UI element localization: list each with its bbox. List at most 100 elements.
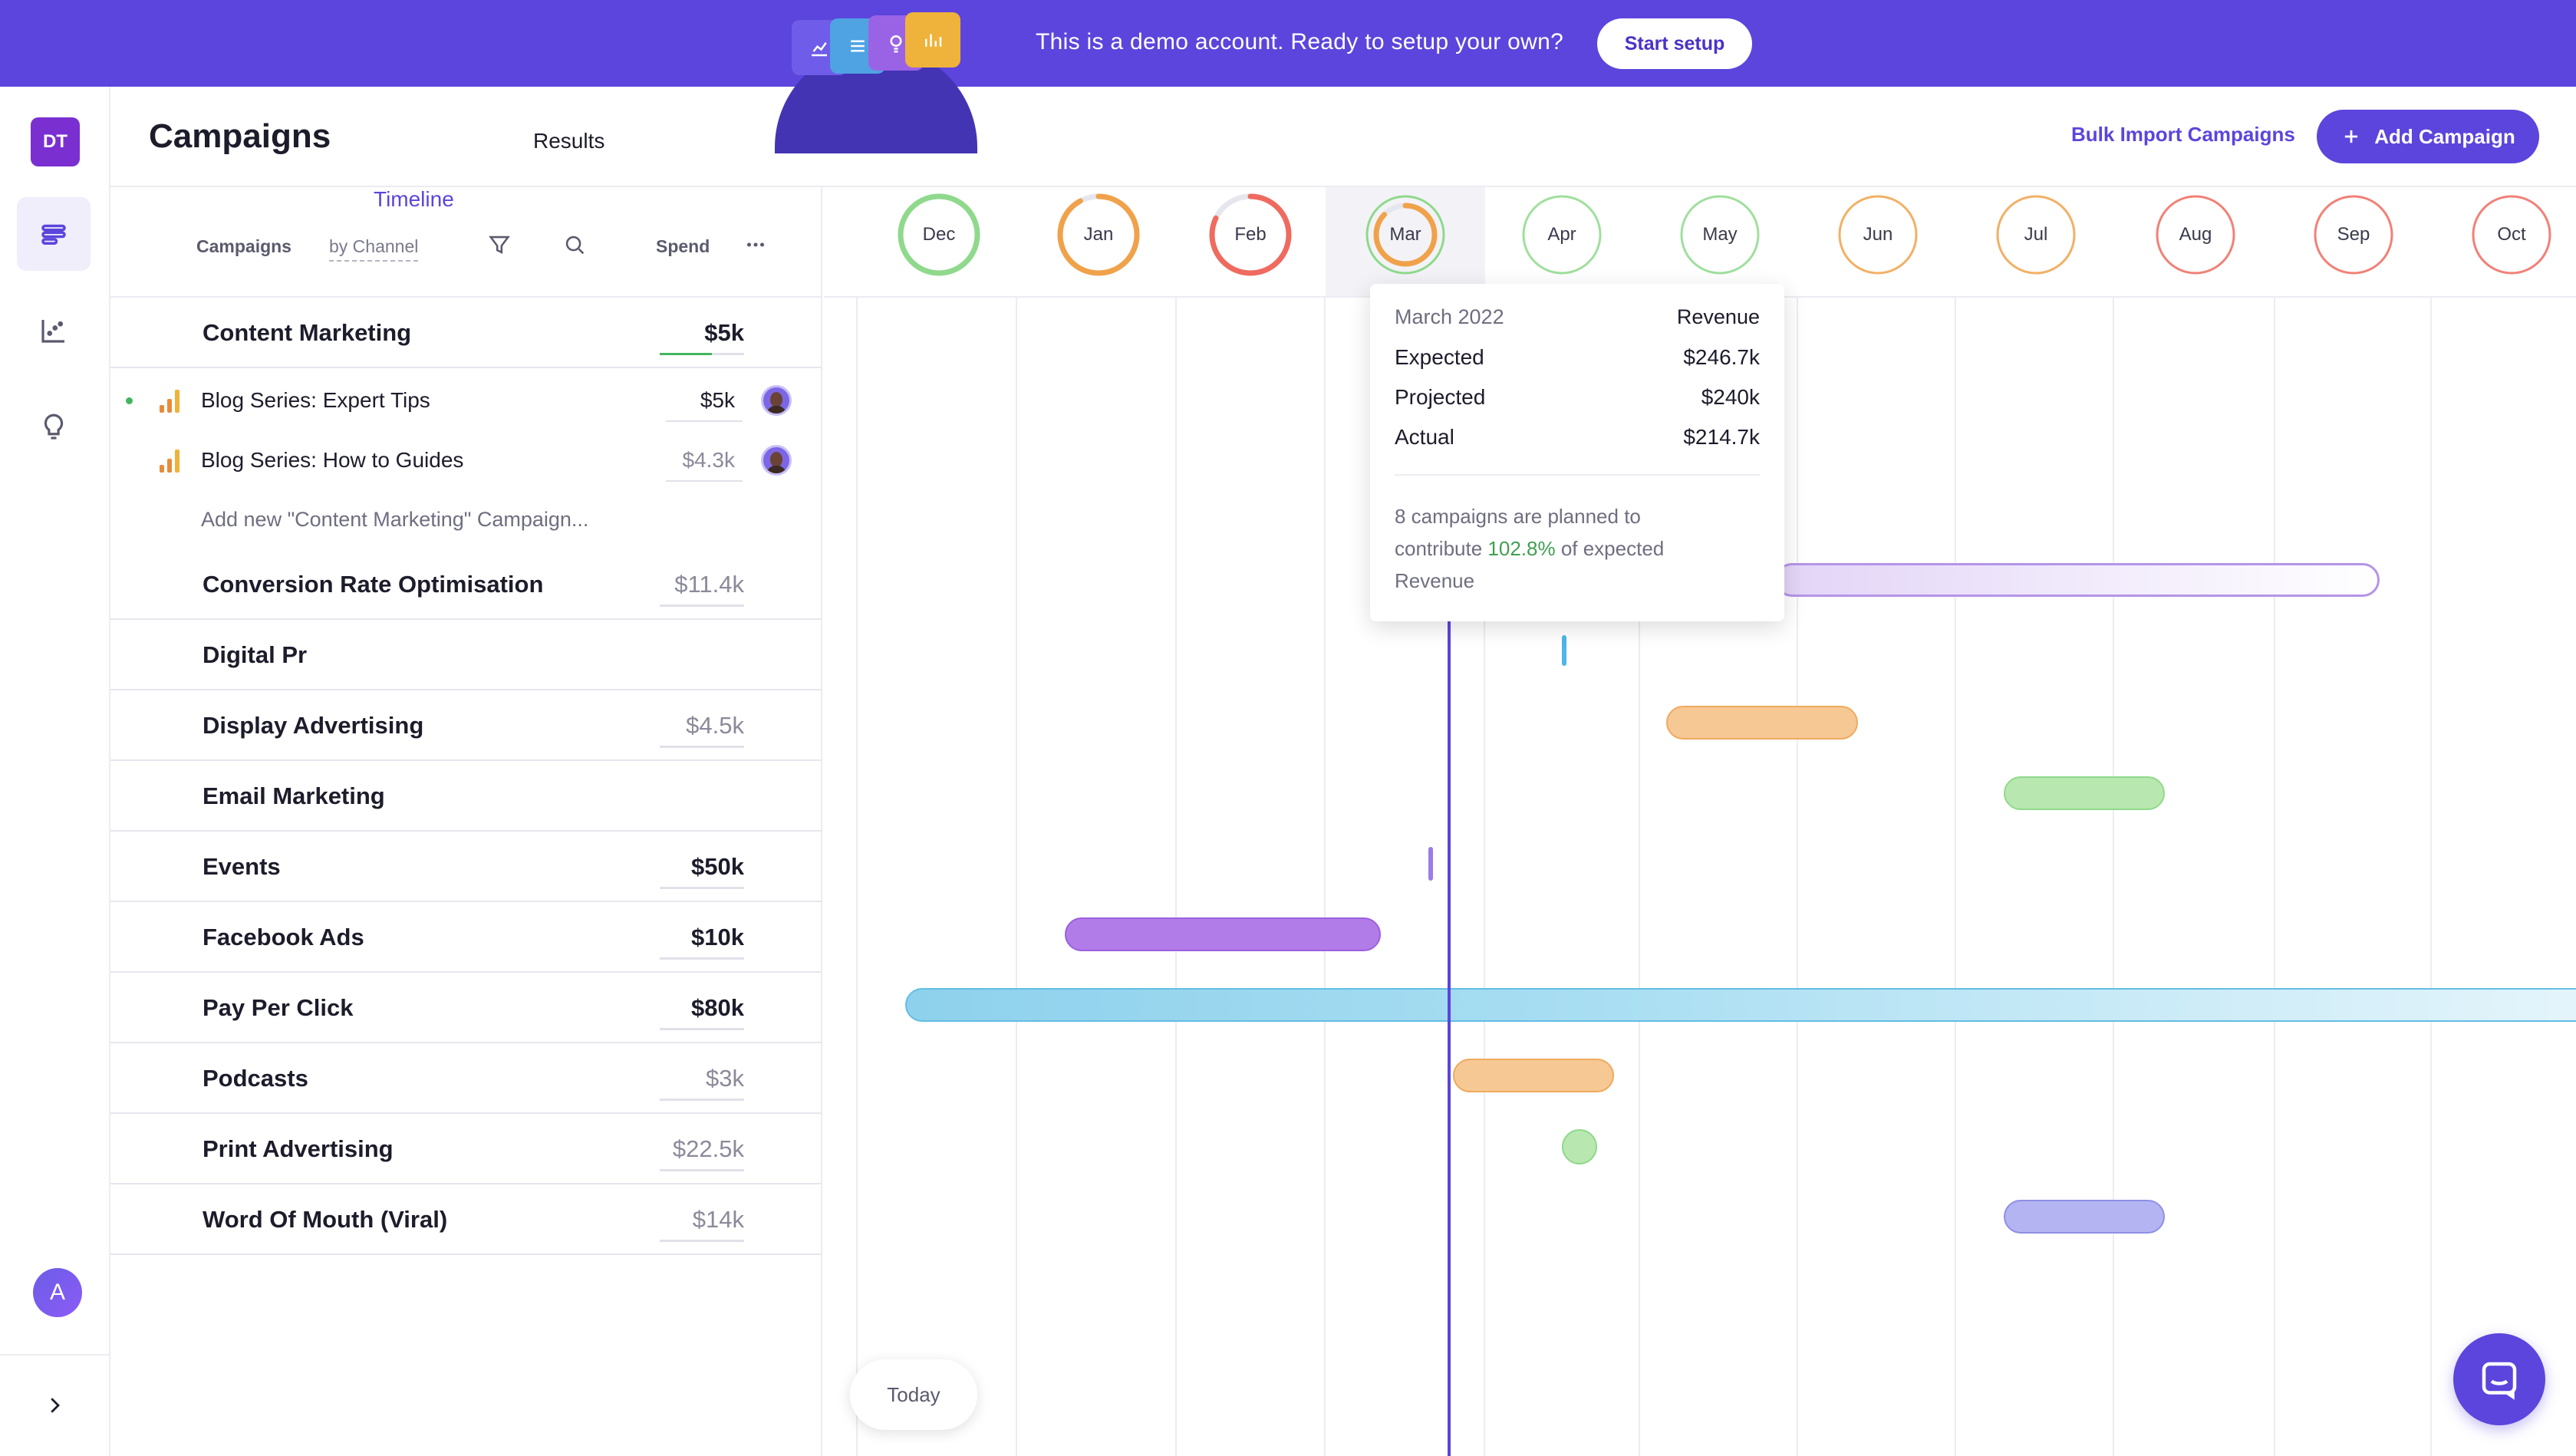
lightbulb-icon[interactable] (17, 390, 91, 464)
channel-spend: $50k (691, 853, 744, 880)
banner-feature-tiles (792, 12, 960, 78)
channel-row-print-advertising[interactable]: Print Advertising $22.5k (110, 1114, 821, 1184)
bulk-import-link[interactable]: Bulk Import Campaigns (2071, 123, 2295, 146)
campaign-bar-podcasts[interactable] (1453, 1059, 1614, 1092)
month-ring-jul[interactable]: Jul (1993, 192, 2079, 278)
campaign-bar-pay-per-click[interactable] (905, 988, 2576, 1022)
signal-bars-icon (160, 390, 180, 413)
active-indicator (126, 397, 133, 404)
analytics-icon[interactable] (17, 294, 91, 367)
channel-name: Podcasts (203, 1065, 308, 1092)
owner-avatar[interactable] (761, 445, 792, 476)
month-ring-jun[interactable]: Jun (1835, 192, 1921, 278)
month-label: May (1702, 224, 1738, 245)
page-title: Campaigns (149, 117, 331, 155)
today-marker-line (1448, 374, 1451, 1456)
spend-underline (660, 1028, 744, 1030)
note-text: of expected Revenue (1395, 537, 1665, 592)
channel-row-content-marketing[interactable]: Content Marketing $5k (110, 298, 821, 368)
demo-banner: This is a demo account. Ready to setup y… (0, 0, 2576, 153)
row-label: Projected (1395, 385, 1486, 409)
channel-row-podcasts[interactable]: Podcasts $3k (110, 1043, 821, 1114)
workspace-badge[interactable]: DT (31, 117, 80, 166)
more-options-icon[interactable] (743, 232, 773, 258)
campaign-bar-display-advertising[interactable] (1666, 706, 1858, 740)
spend-underline (660, 957, 744, 960)
channel-spend: $10k (691, 924, 744, 950)
campaign-row-how-to-guides[interactable]: Blog Series: How to Guides $4.3k (110, 430, 821, 489)
campaign-bar-events[interactable] (1428, 847, 1433, 881)
owner-avatar[interactable] (761, 385, 792, 416)
grid-line (2274, 298, 2275, 1456)
campaign-spend: $5k (700, 388, 735, 412)
bar-chart-icon (905, 12, 960, 68)
add-campaign-row[interactable]: Add new "Content Marketing" Campaign... (110, 489, 821, 549)
spend-column-label[interactable]: Spend (656, 236, 710, 256)
month-ring-dec[interactable]: Dec (896, 192, 982, 278)
group-by-channel-dropdown[interactable]: by Channel (329, 236, 419, 262)
campaign-name: Blog Series: How to Guides (201, 448, 464, 472)
row-value: $214.7k (1683, 425, 1760, 449)
tab-results[interactable]: Results (533, 129, 605, 153)
month-label: Mar (1389, 224, 1421, 245)
signal-bars-icon (160, 450, 180, 473)
channel-row-pay-per-click[interactable]: Pay Per Click $80k (110, 973, 821, 1043)
tab-timeline[interactable]: Timeline (374, 187, 454, 211)
channel-row-display-advertising[interactable]: Display Advertising $4.5k (110, 690, 821, 761)
campaign-row-expert-tips[interactable]: Blog Series: Expert Tips $5k (110, 370, 821, 430)
panel-header-divider (110, 296, 821, 298)
tooltip-note: 8 campaigns are planned to contribute 10… (1395, 500, 1732, 597)
user-avatar[interactable]: A (33, 1268, 82, 1317)
campaign-bar-digital-pr[interactable] (1562, 635, 1566, 666)
month-ring-feb[interactable]: Feb (1207, 192, 1293, 278)
channel-row-events[interactable]: Events $50k (110, 832, 821, 902)
channel-name: Word Of Mouth (Viral) (203, 1206, 448, 1233)
left-rail: DT A (0, 87, 110, 1456)
month-label: Jun (1863, 224, 1893, 245)
campaign-bar-word-of-mouth[interactable] (2004, 1200, 2165, 1234)
channel-spend: $3k (706, 1065, 744, 1092)
grid-line (2430, 298, 2432, 1456)
spend-underline (660, 1240, 744, 1242)
spend-underline (660, 746, 744, 748)
grid-line (856, 298, 858, 1456)
grid-line (1175, 298, 1177, 1456)
channel-row-word-of-mouth[interactable]: Word Of Mouth (Viral) $14k (110, 1184, 821, 1255)
month-ring-sep[interactable]: Sep (2311, 192, 2396, 278)
campaign-bar-email-marketing[interactable] (2004, 776, 2165, 810)
campaign-spend: $4.3k (682, 448, 736, 472)
chat-icon (2482, 1362, 2517, 1400)
tooltip-row-projected: Projected $240k (1395, 385, 1760, 410)
channel-spend: $80k (691, 994, 744, 1021)
month-ring-aug[interactable]: Aug (2153, 192, 2238, 278)
campaign-bar-print-advertising[interactable] (1562, 1129, 1597, 1164)
spend-progress (660, 353, 744, 355)
add-new-campaign-link[interactable]: Add new "Content Marketing" Campaign... (201, 508, 589, 531)
spend-underline (660, 1169, 744, 1171)
month-ring-jan[interactable]: Jan (1056, 192, 1141, 278)
today-button[interactable]: Today (850, 1359, 977, 1430)
row-value: $240k (1701, 385, 1760, 409)
channel-name: Email Marketing (203, 782, 385, 809)
tooltip-period: March 2022 (1395, 305, 1504, 328)
channel-row-facebook-ads[interactable]: Facebook Ads $10k (110, 902, 821, 973)
chat-launcher-button[interactable] (2453, 1333, 2545, 1425)
month-ring-mar[interactable]: Mar (1362, 192, 1448, 278)
start-setup-button[interactable]: Start setup (1597, 18, 1752, 69)
channel-spend: $14k (692, 1206, 744, 1233)
month-label: Dec (922, 224, 956, 245)
campaign-bar-cro[interactable] (1775, 563, 2380, 597)
channel-row-digital-pr[interactable]: Digital Pr (110, 620, 821, 690)
month-ring-apr[interactable]: Apr (1519, 192, 1605, 278)
search-icon[interactable] (562, 232, 588, 258)
month-ring-may[interactable]: May (1677, 192, 1763, 278)
channel-row-cro[interactable]: Conversion Rate Optimisation $11.4k (110, 549, 821, 620)
channel-row-email-marketing[interactable]: Email Marketing (110, 761, 821, 832)
add-campaign-button[interactable]: Add Campaign (2317, 110, 2539, 163)
timeline-icon[interactable] (17, 197, 91, 271)
campaign-bar-facebook-ads[interactable] (1065, 917, 1381, 951)
month-ring-oct[interactable]: Oct (2469, 192, 2555, 278)
chevron-right-icon[interactable] (35, 1386, 74, 1425)
month-label: Oct (2497, 224, 2526, 245)
filter-icon[interactable] (486, 232, 512, 258)
